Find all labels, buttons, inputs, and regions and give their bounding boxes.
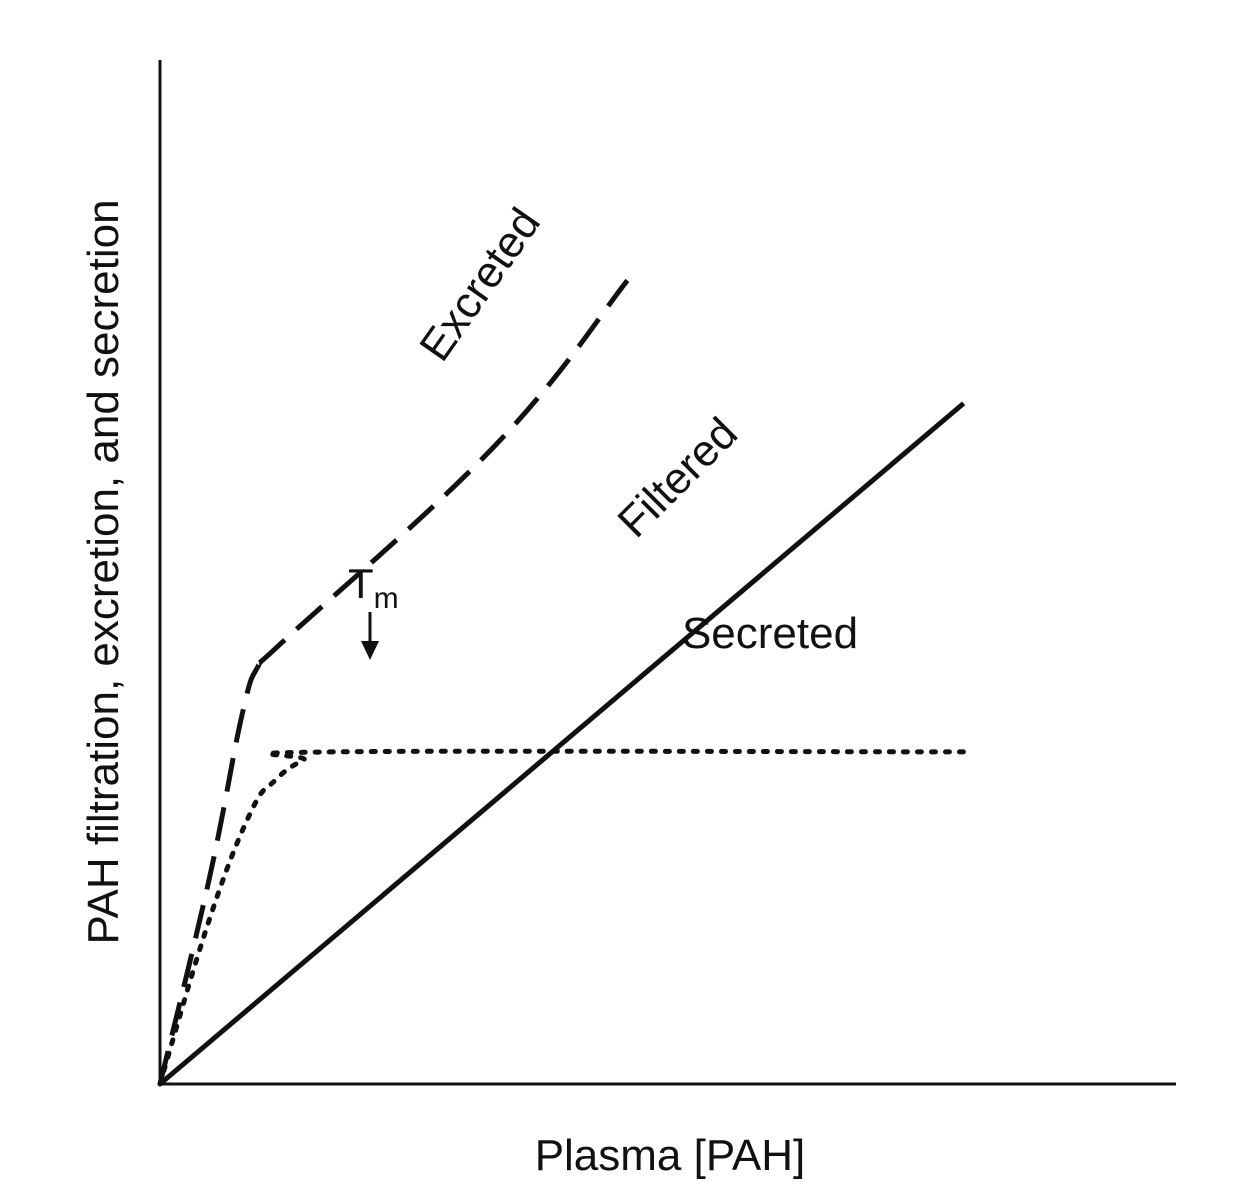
tm-annotation: Tm: [348, 560, 399, 660]
tm-label: Tm: [348, 560, 399, 615]
series-line-filtered: [158, 401, 966, 1086]
x-axis-label: Plasma [PAH]: [535, 1131, 806, 1180]
tm-label-main: T: [348, 560, 374, 607]
tm-arrow-head: [361, 641, 379, 660]
series-label-excreted: Excreted: [410, 200, 550, 370]
series-label-filtered: Filtered: [609, 409, 747, 547]
series-label-secreted: Secreted: [682, 609, 858, 658]
series-line-excreted: [157, 278, 630, 1085]
series-layer: [157, 278, 967, 1087]
y-axis-label: PAH filtration, excretion, and secretion: [79, 199, 128, 944]
tm-label-sub: m: [374, 582, 399, 615]
series-line-secreted: [157, 748, 967, 1087]
